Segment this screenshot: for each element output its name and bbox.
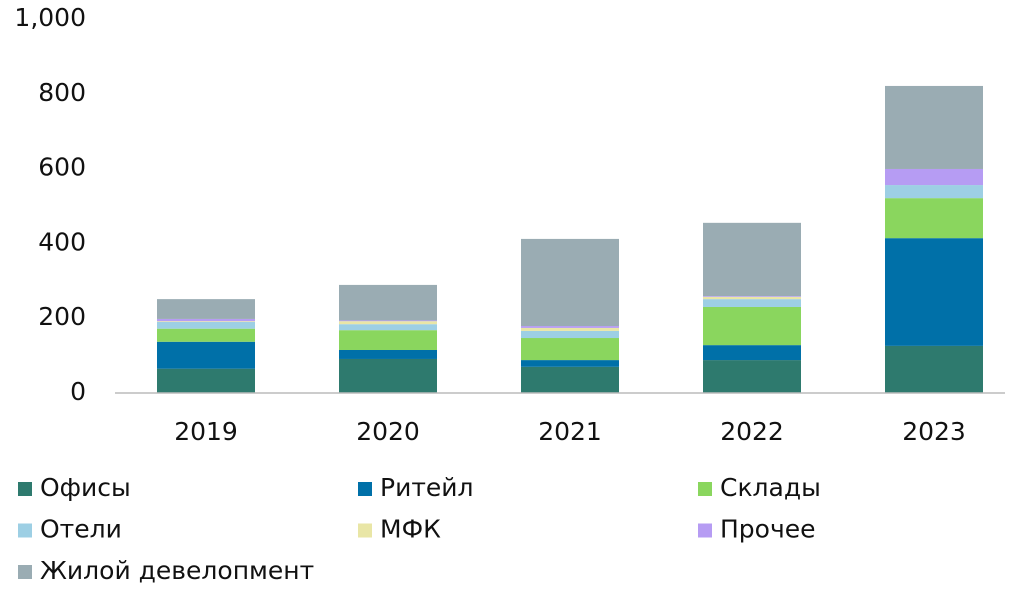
bar-segment bbox=[339, 320, 437, 322]
bar-segment bbox=[703, 299, 801, 307]
legend-label: Ритейл bbox=[380, 473, 474, 502]
bar-segment bbox=[339, 349, 437, 359]
x-tick-label: 2021 bbox=[538, 417, 602, 446]
x-tick-label: 2023 bbox=[902, 417, 966, 446]
y-tick-label: 600 bbox=[38, 153, 86, 182]
bar-segment bbox=[885, 185, 983, 199]
bar-segment bbox=[703, 296, 801, 297]
bar-segment bbox=[157, 368, 255, 393]
bar-segment bbox=[157, 318, 255, 322]
y-tick-label: 200 bbox=[38, 302, 86, 331]
bar-segment bbox=[885, 238, 983, 346]
bar-segment bbox=[521, 366, 619, 393]
bar-segment bbox=[157, 321, 255, 322]
bar-segment bbox=[885, 345, 983, 393]
legend-swatch bbox=[698, 523, 712, 538]
bar-segment bbox=[703, 345, 801, 361]
x-tick-label: 2022 bbox=[720, 417, 784, 446]
bar-segment bbox=[339, 358, 437, 393]
legend-swatch bbox=[698, 482, 712, 496]
legend-label: Жилой девелопмент bbox=[40, 556, 314, 585]
bar-segment bbox=[703, 296, 801, 300]
y-tick-label: 0 bbox=[70, 377, 86, 406]
bar-segment bbox=[157, 299, 255, 319]
y-tick-label: 400 bbox=[38, 227, 86, 256]
bar-segment bbox=[885, 85, 983, 169]
legend-label: Отели bbox=[40, 515, 122, 544]
bar-segment bbox=[885, 198, 983, 239]
legend-swatch bbox=[18, 523, 32, 538]
bar-segment bbox=[521, 360, 619, 367]
bar-segment bbox=[157, 321, 255, 329]
legend-swatch bbox=[358, 523, 372, 538]
legend-swatch bbox=[358, 482, 372, 496]
legend-swatch bbox=[18, 565, 32, 579]
legend-label: Склады bbox=[720, 473, 821, 502]
bar-segment bbox=[339, 284, 437, 321]
bar-segment bbox=[703, 222, 801, 297]
legend-label: МФК bbox=[380, 515, 441, 544]
bar-segment bbox=[521, 238, 619, 327]
bar-segment bbox=[157, 328, 255, 342]
x-tick-label: 2020 bbox=[356, 417, 420, 446]
bar-segment bbox=[521, 327, 619, 331]
bar-segment bbox=[885, 168, 983, 186]
bar-segment bbox=[521, 338, 619, 361]
legend-label: Прочее bbox=[720, 515, 816, 544]
bar-segment bbox=[703, 306, 801, 346]
x-tick-label: 2019 bbox=[174, 417, 238, 446]
bar-segment bbox=[339, 321, 437, 325]
y-tick-label: 800 bbox=[38, 78, 86, 107]
bar-segment bbox=[339, 330, 437, 350]
y-tick-label: 1,000 bbox=[14, 3, 86, 32]
bar-segment bbox=[339, 324, 437, 331]
legend-swatch bbox=[18, 482, 32, 496]
bar-segment bbox=[521, 326, 619, 328]
legend-label: Офисы bbox=[40, 473, 131, 502]
bar-segment bbox=[703, 360, 801, 393]
bar-segment bbox=[157, 341, 255, 369]
bar-segment bbox=[521, 330, 619, 339]
